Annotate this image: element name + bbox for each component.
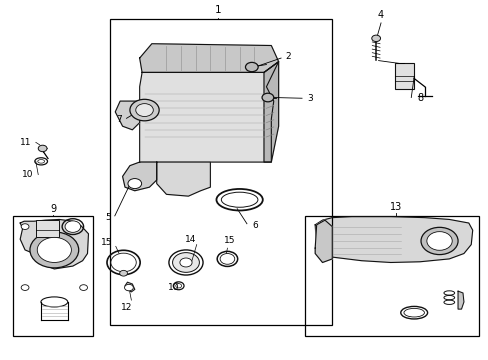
Text: 12: 12 [121,303,132,312]
Circle shape [130,99,159,121]
Ellipse shape [220,253,234,264]
Text: 2: 2 [285,52,290,61]
Polygon shape [315,217,472,262]
Text: 1: 1 [214,5,221,15]
Circle shape [128,179,142,189]
Text: 4: 4 [377,10,383,20]
Circle shape [136,104,153,117]
Text: 15: 15 [224,237,235,246]
Polygon shape [115,101,140,130]
Ellipse shape [38,159,44,163]
Ellipse shape [180,258,192,267]
Ellipse shape [111,253,136,272]
Bar [394,63,413,89]
Circle shape [80,285,87,291]
Circle shape [21,285,29,291]
Circle shape [30,232,79,268]
Circle shape [124,284,133,291]
Text: 3: 3 [307,94,312,103]
Polygon shape [20,220,88,269]
Polygon shape [157,162,210,196]
Circle shape [37,237,71,262]
Text: 14: 14 [185,235,196,244]
Ellipse shape [175,284,181,288]
Ellipse shape [65,221,81,232]
Circle shape [426,231,451,250]
Ellipse shape [403,309,424,317]
Bar [13,216,93,336]
Bar [110,19,331,325]
Text: 9: 9 [50,204,56,214]
Text: 13: 13 [389,202,401,212]
Polygon shape [125,282,135,292]
Polygon shape [315,220,331,262]
Ellipse shape [41,297,68,307]
Polygon shape [140,62,278,162]
Circle shape [371,35,380,41]
Circle shape [21,224,29,229]
Text: 10: 10 [168,283,179,292]
Text: 5: 5 [105,213,111,222]
Text: 15: 15 [101,238,113,247]
Text: 10: 10 [22,170,33,179]
Circle shape [245,62,258,72]
Text: 6: 6 [252,221,258,230]
Circle shape [38,145,47,152]
Text: 11: 11 [20,138,32,147]
Ellipse shape [172,253,199,273]
Bar [36,220,59,237]
Circle shape [262,93,273,102]
Text: 7: 7 [116,115,122,124]
Circle shape [120,270,127,276]
Bar [305,216,478,336]
Ellipse shape [221,192,257,207]
Text: 8: 8 [416,93,422,103]
Circle shape [420,227,457,255]
Polygon shape [140,44,278,72]
Polygon shape [457,291,463,309]
Polygon shape [122,162,157,191]
Polygon shape [264,62,278,162]
